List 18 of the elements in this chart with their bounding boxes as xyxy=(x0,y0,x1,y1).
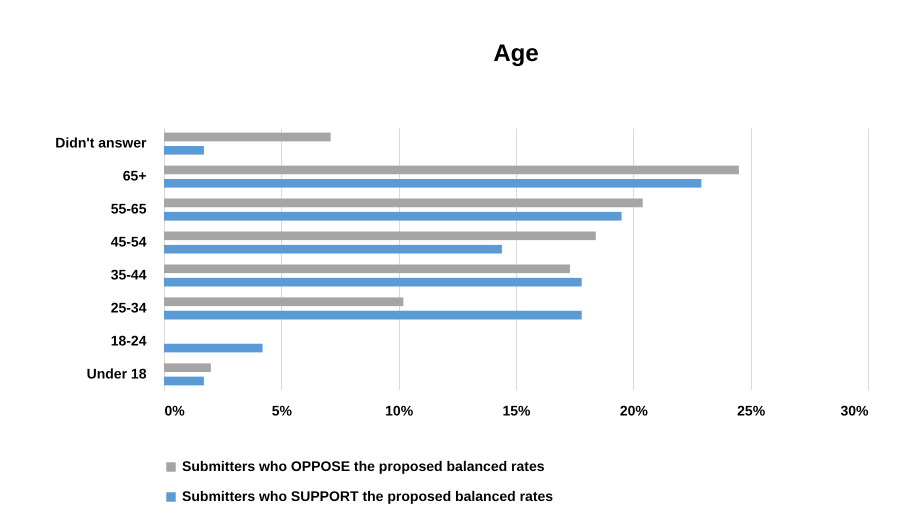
y-tick-label: 35-44 xyxy=(110,266,147,282)
y-tick-label: 18-24 xyxy=(110,332,147,348)
y-tick-label: 65+ xyxy=(122,168,146,184)
x-tick-label: 0% xyxy=(164,402,186,418)
x-tick-label: 30% xyxy=(840,402,870,418)
legend-label: Submitters who SUPPORT the proposed balanced rates xyxy=(182,488,554,504)
x-tick-label: 20% xyxy=(620,402,648,418)
y-tick-label: Didn't answer xyxy=(55,134,148,151)
x-tick-label: 25% xyxy=(737,402,766,418)
x-tick-label: 15% xyxy=(502,402,532,418)
legend-label: Submitters who OPPOSE the proposed balanced rates xyxy=(182,458,545,474)
y-tick-label: Under 18 xyxy=(86,365,147,382)
y-tick-label: 45-54 xyxy=(110,234,147,250)
x-tick-label: 5% xyxy=(272,402,292,418)
x-tick-label: 10% xyxy=(385,402,414,418)
y-tick-label: 55-65 xyxy=(110,200,147,217)
chart-title: Age xyxy=(493,40,539,67)
y-tick-label: 25-34 xyxy=(110,299,147,316)
